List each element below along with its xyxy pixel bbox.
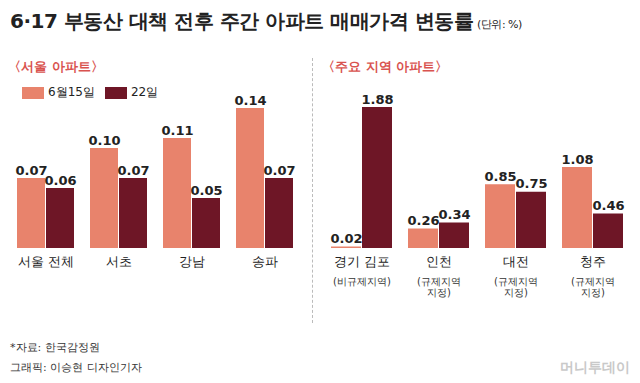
svg-text:0.07: 0.07: [15, 163, 47, 178]
svg-text:(규제지역지정): (규제지역지정): [571, 276, 615, 299]
svg-text:0.11: 0.11: [161, 123, 193, 138]
svg-text:0.07: 0.07: [263, 163, 295, 178]
svg-text:0.14: 0.14: [234, 93, 266, 108]
svg-text:0.07: 0.07: [117, 163, 149, 178]
svg-text:서초: 서초: [106, 254, 132, 269]
svg-text:(규제지역지정): (규제지역지정): [494, 276, 538, 299]
svg-text:1.88: 1.88: [361, 92, 393, 107]
svg-text:청주: 청주: [580, 254, 606, 269]
html-text:그래픽: 이승현 디자인기자: 그래픽: 이승현 디자인기자: [10, 361, 142, 374]
svg-text:1.08: 1.08: [561, 152, 593, 167]
svg-text:인천: 인천: [426, 254, 452, 269]
svg-text:(규제지역지정): (규제지역지정): [417, 276, 461, 299]
svg-text:경기 김포: 경기 김포: [334, 254, 390, 269]
svg-text:0.05: 0.05: [190, 183, 222, 198]
svg-text:0.75: 0.75: [515, 176, 547, 191]
svg-text:0.85: 0.85: [484, 169, 516, 184]
svg-text:0.26: 0.26: [407, 213, 439, 228]
svg-text:0.10: 0.10: [88, 133, 120, 148]
html-text:6월15일: 6월15일: [48, 85, 95, 99]
html-text:〈주요 지역 아파트〉: 〈주요 지역 아파트〉: [322, 59, 449, 74]
html-text:*자료: 한국감정원: *자료: 한국감정원: [10, 341, 100, 354]
html-text:6·17 부동산 대책 전후 주간 아파트 매매가격 변동률: 6·17 부동산 대책 전후 주간 아파트 매매가격 변동률(단위: %): [10, 9, 522, 33]
html-text:〈서울 아파트〉: 〈서울 아파트〉: [8, 59, 104, 74]
svg-text:송파: 송파: [252, 254, 278, 269]
svg-text:(비규제지역): (비규제지역): [333, 276, 391, 287]
html-text:22일: 22일: [130, 85, 159, 99]
svg-text:0.34: 0.34: [438, 207, 470, 222]
svg-text:강남: 강남: [179, 254, 205, 269]
svg-text:0.06: 0.06: [44, 173, 76, 188]
svg-text:서울 전체: 서울 전체: [18, 254, 74, 269]
html-text:머니투데이: 머니투데이: [560, 359, 630, 375]
svg-text:0.02: 0.02: [330, 231, 362, 246]
svg-text:대전: 대전: [503, 254, 529, 269]
svg-text:0.46: 0.46: [592, 198, 624, 213]
